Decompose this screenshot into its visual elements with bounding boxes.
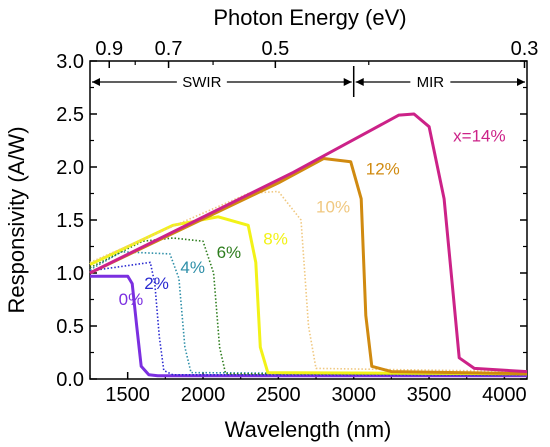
- x-tick-label: 3500: [407, 384, 452, 406]
- x-tick-label: 2000: [181, 384, 226, 406]
- series-label-5: 10%: [316, 198, 350, 217]
- x-tick-label: 1500: [105, 384, 150, 406]
- series-lines: [89, 112, 528, 378]
- top-axis-title: Photon Energy (eV): [213, 5, 406, 30]
- y-tick-label: 0.5: [56, 316, 84, 338]
- x-axis-title: Wavelength (nm): [225, 417, 392, 442]
- y-tick-label: 3.0: [56, 51, 84, 73]
- top-tick-label: 0.7: [155, 38, 183, 60]
- series-label-6: 12%: [366, 159, 400, 178]
- x-axis-ticks: 1500 2000 2500 3000 3500 4000: [89, 372, 527, 406]
- y-axis-title: Responsivity (A/W): [4, 126, 29, 313]
- top-axis-ticks: 0.9 0.7 0.5 0.3: [95, 38, 538, 68]
- y-tick-label: 1.0: [56, 263, 84, 285]
- x-tick-label: 4000: [482, 384, 527, 406]
- y-tick-label: 0.0: [56, 369, 84, 391]
- y-tick-label: 2.0: [56, 157, 84, 179]
- series-line-6: [89, 157, 528, 376]
- series-label-0: 0%: [119, 290, 144, 309]
- series-label-7: x=14%: [453, 127, 505, 146]
- top-tick-label: 0.9: [95, 38, 123, 60]
- region-mir-label: MIR: [417, 74, 445, 91]
- series-line-7: [89, 112, 528, 374]
- x-tick-label: 2500: [256, 384, 301, 406]
- top-tick-label: 0.5: [261, 38, 289, 60]
- series-line-3: [89, 237, 528, 376]
- region-swir-arrowhead-right: [343, 78, 352, 86]
- x-tick-label: 3000: [331, 384, 376, 406]
- y-tick-label: 1.5: [56, 210, 84, 232]
- region-mir-arrowhead-right: [517, 78, 525, 86]
- region-mir-arrowhead-left: [355, 78, 364, 86]
- series-label-1: 2%: [144, 274, 169, 293]
- y-tick-label: 2.5: [56, 104, 84, 126]
- y-axis-ticks: 0.0 0.5 1.0 1.5 2.0 2.5 3.0: [56, 51, 527, 391]
- region-swir-arrowhead-left: [92, 78, 100, 86]
- series-line-0: [90, 274, 527, 378]
- series-label-2: 4%: [180, 258, 205, 277]
- series-label-4: 8%: [263, 229, 288, 248]
- plot-frame: [89, 60, 528, 380]
- series-line-2: [89, 251, 528, 376]
- series-line-1: [89, 261, 527, 376]
- series-label-3: 6%: [217, 243, 242, 262]
- region-swir-label: SWIR: [182, 74, 221, 91]
- top-tick-label: 0.3: [511, 38, 539, 60]
- series-labels: 0%2% 4% 6% 8% 10% 12% x=14%: [119, 127, 506, 309]
- spectral-regions: SWIR MIR: [92, 66, 525, 97]
